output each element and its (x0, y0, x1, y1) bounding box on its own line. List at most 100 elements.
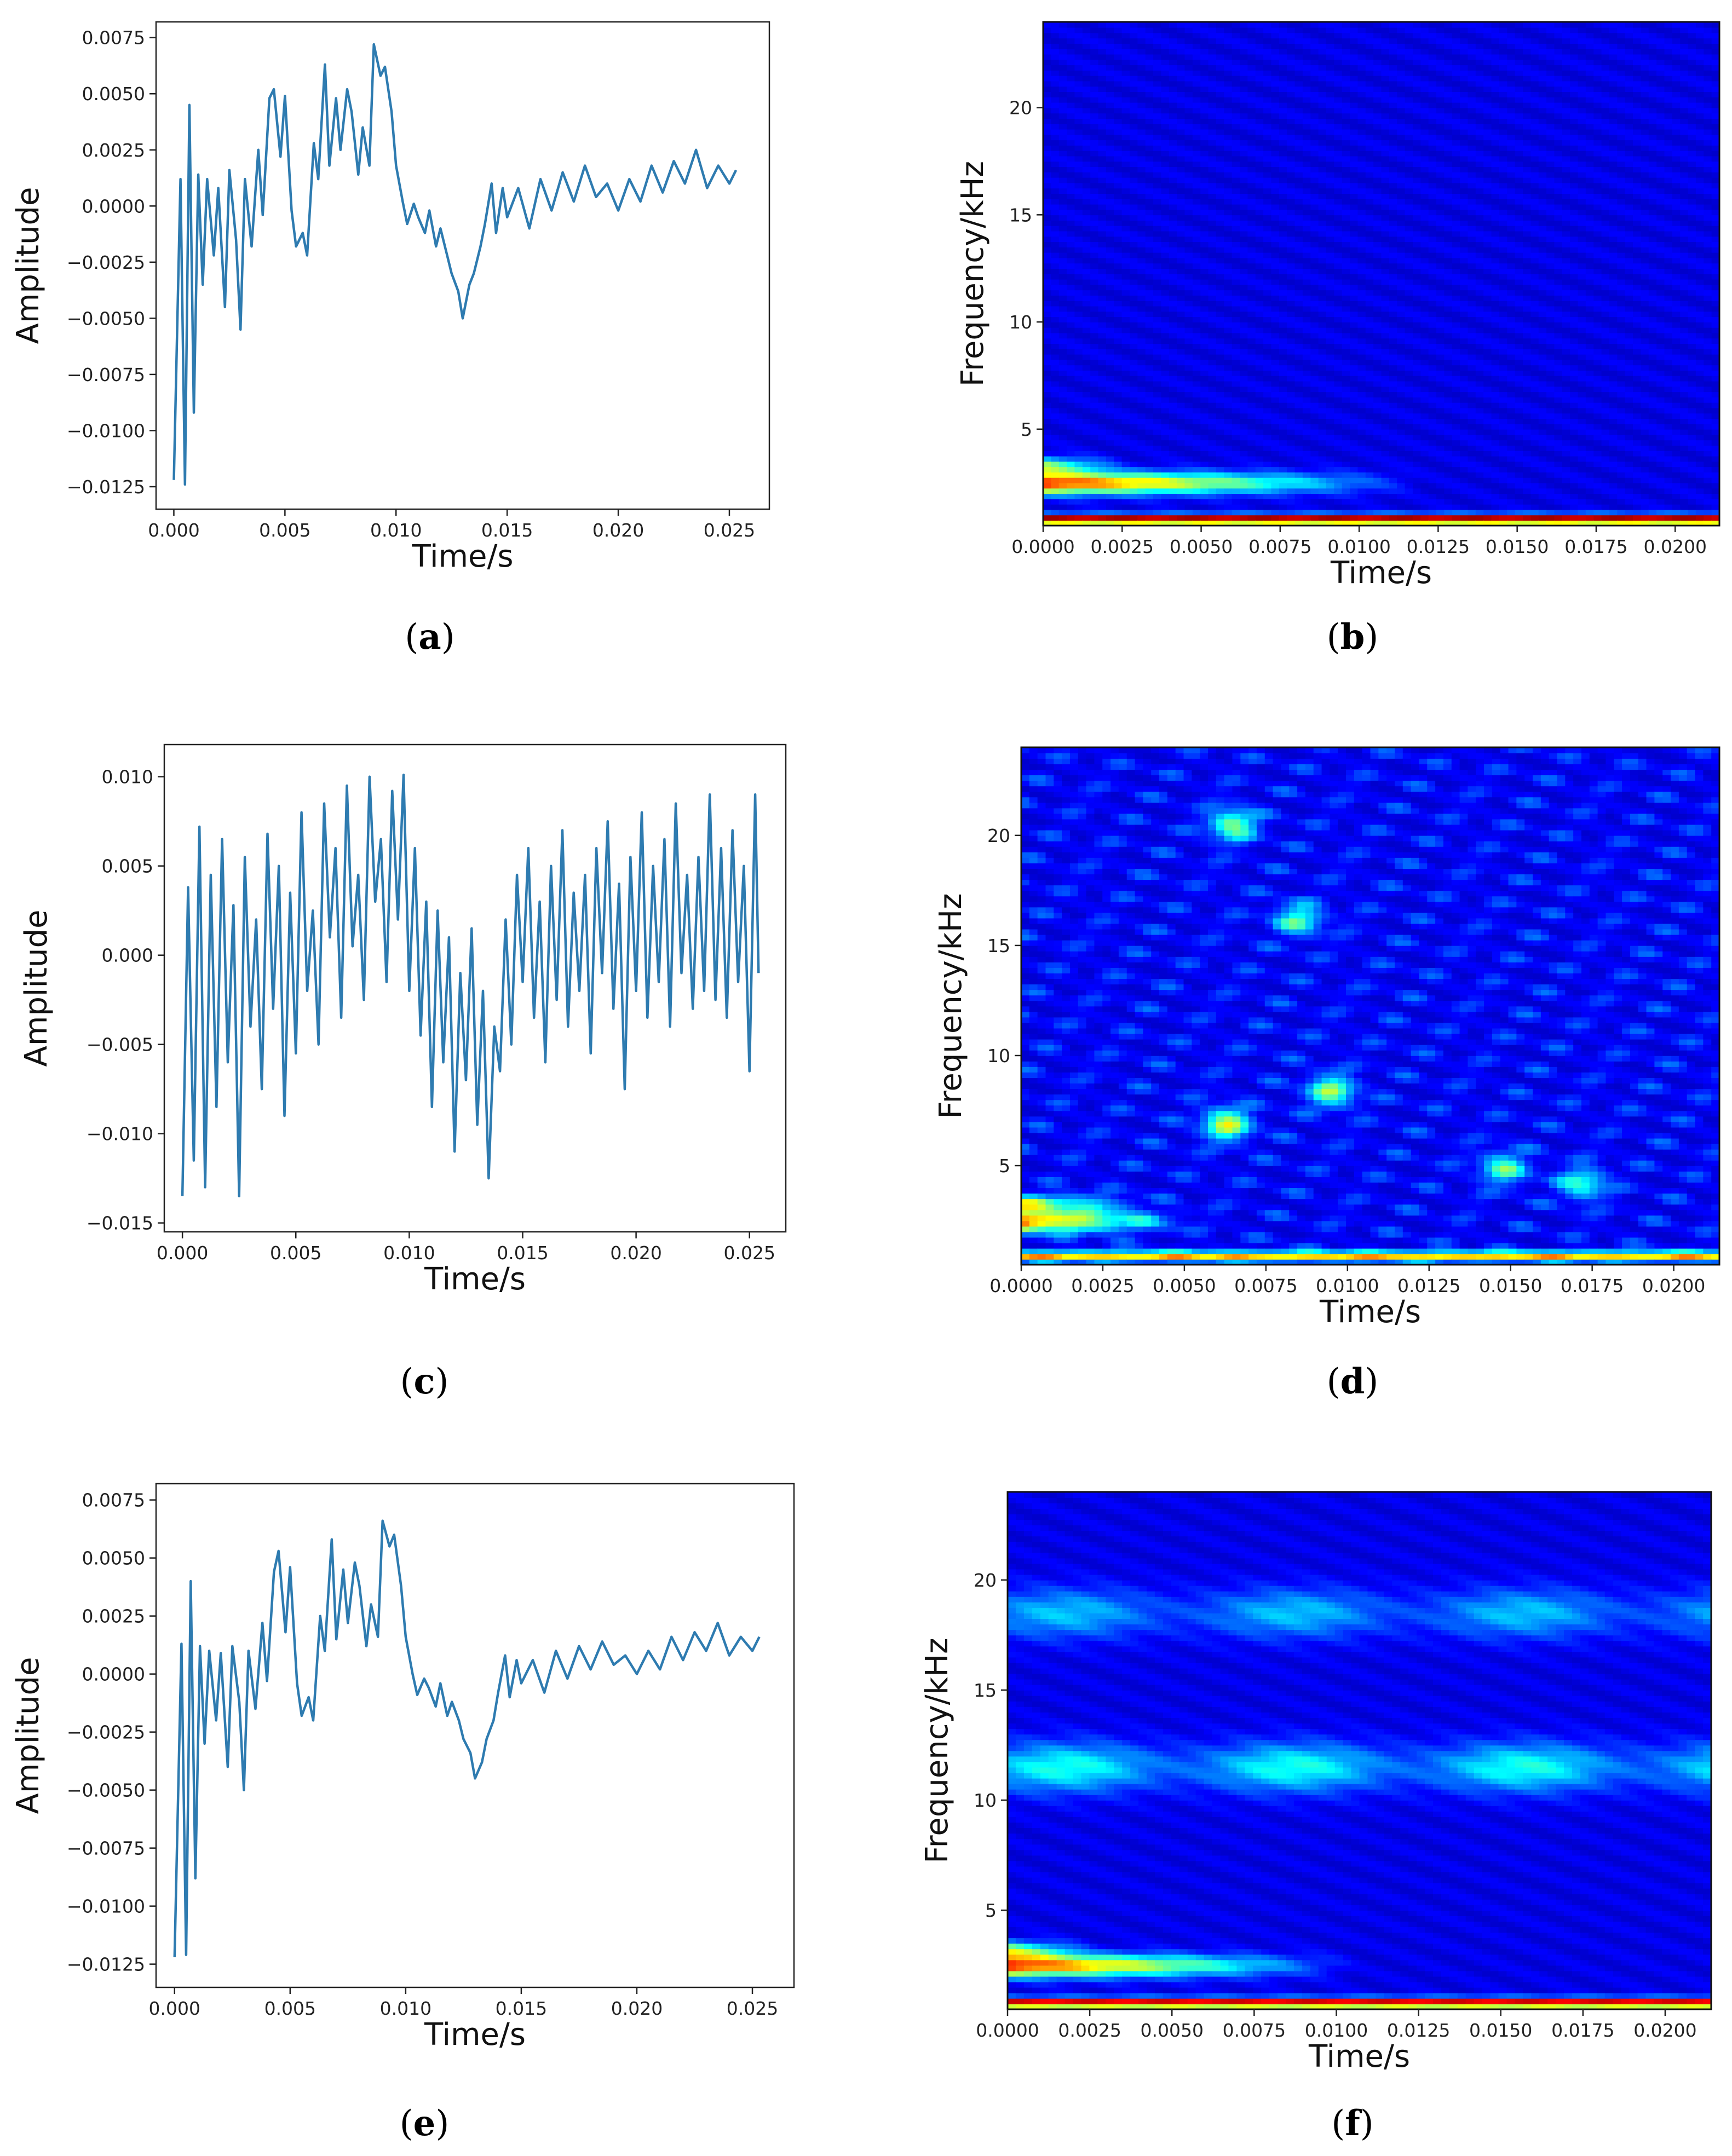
heatmap-cell (1208, 166, 1217, 172)
heatmap-cell (1357, 161, 1366, 168)
heatmap-cell (1310, 172, 1319, 178)
heatmap-cell (1106, 268, 1115, 274)
heatmap-cell (1247, 102, 1256, 108)
heatmap-cell (1145, 413, 1154, 419)
heatmap-cell (1082, 118, 1091, 124)
heatmap-cell (1326, 97, 1335, 103)
heatmap-cell (1444, 107, 1453, 114)
heatmap-cell (1271, 155, 1280, 162)
heatmap-cell (1177, 123, 1186, 130)
heatmap-cell (1043, 59, 1052, 66)
heatmap-cell (1326, 172, 1335, 178)
heatmap-cell (1129, 316, 1138, 322)
heatmap-cell (1452, 349, 1460, 355)
heatmap-cell (1350, 290, 1359, 296)
heatmap-cell (1137, 123, 1146, 130)
heatmap-cell (1058, 407, 1067, 414)
heatmap-cell (1405, 418, 1413, 424)
heatmap-cell (1192, 402, 1201, 408)
heatmap-cell (1090, 338, 1099, 344)
heatmap-cell (1373, 91, 1382, 97)
heatmap-cell (1137, 418, 1146, 424)
heatmap-cell (1389, 198, 1398, 205)
heatmap-cell (1184, 375, 1193, 382)
heatmap-cell (1082, 450, 1091, 457)
heatmap-cell (1389, 274, 1398, 280)
heatmap-cell (1161, 129, 1170, 135)
heatmap-cell (1287, 145, 1296, 151)
heatmap-cell (1240, 504, 1248, 510)
heatmap-cell (1082, 54, 1091, 60)
heatmap-cell (1342, 215, 1350, 221)
heatmap-cell (1318, 107, 1327, 114)
heatmap-cell (1208, 145, 1217, 151)
heatmap-cell (1389, 316, 1398, 322)
heatmap-cell (1279, 472, 1287, 478)
heatmap-cell (1263, 402, 1272, 408)
heatmap-cell (1192, 241, 1201, 247)
heatmap-cell (1365, 38, 1374, 44)
heatmap-cell (1342, 48, 1350, 55)
heatmap-cell (1247, 375, 1256, 382)
heatmap-cell (1436, 375, 1445, 382)
heatmap-cell (1114, 311, 1123, 318)
heatmap-cell (1271, 172, 1280, 178)
heatmap-cell (1137, 113, 1146, 119)
heatmap-cell (1208, 305, 1217, 312)
heatmap-cell (1216, 129, 1225, 135)
heatmap-cell (1240, 434, 1248, 441)
heatmap-cell (1208, 477, 1217, 483)
heatmap-cell (1240, 177, 1248, 183)
heatmap-cell (1271, 327, 1280, 333)
heatmap-cell (1412, 365, 1422, 371)
heatmap-cell (1137, 155, 1146, 162)
heatmap-cell (1208, 284, 1217, 291)
heatmap-cell (1129, 177, 1138, 183)
heatmap-cell (1137, 48, 1146, 55)
heatmap-cell (1294, 182, 1303, 189)
heatmap-cell (1310, 515, 1319, 521)
heatmap-cell (1058, 215, 1067, 221)
heatmap-cell (1247, 386, 1256, 393)
heatmap-cell (1247, 418, 1256, 424)
heatmap-cell (1271, 365, 1280, 371)
heatmap-cell (1114, 102, 1123, 108)
heatmap-cell (1208, 515, 1217, 521)
heatmap-cell (1058, 370, 1067, 376)
heatmap-cell (1263, 354, 1272, 360)
heatmap-cell (1444, 220, 1453, 226)
heatmap-cell (1389, 488, 1398, 494)
heatmap-cell (1294, 327, 1303, 333)
heatmap-cell (1074, 365, 1083, 371)
heatmap-cell (1074, 381, 1083, 387)
heatmap-cell (1412, 177, 1422, 183)
heatmap-cell (1169, 322, 1177, 328)
heatmap-cell (1051, 123, 1060, 130)
heatmap-cell (1397, 247, 1406, 253)
heatmap-cell (1082, 279, 1091, 285)
heatmap-cell (1137, 402, 1146, 408)
heatmap-cell (1357, 193, 1366, 199)
heatmap-cell (1279, 477, 1287, 483)
heatmap-cell (1294, 220, 1303, 226)
heatmap-cell (1350, 477, 1359, 483)
heatmap-cell (1452, 445, 1460, 451)
heatmap-cell (1452, 305, 1460, 312)
heatmap-cell (1161, 504, 1170, 510)
heatmap-cell (1161, 413, 1170, 419)
heatmap-cell (1381, 504, 1390, 510)
heatmap-cell (1389, 407, 1398, 414)
heatmap-cell (1255, 456, 1264, 462)
heatmap-cell (1114, 434, 1123, 441)
heatmap-cell (1310, 97, 1319, 103)
heatmap-cell (1098, 279, 1107, 285)
heatmap-cell (1287, 118, 1296, 124)
heatmap-cell (1302, 520, 1311, 526)
heatmap-cell (1161, 182, 1170, 189)
heatmap-cell (1153, 140, 1162, 146)
heatmap-cell (1216, 461, 1225, 468)
heatmap-cell (1216, 349, 1225, 355)
heatmap-cell (1177, 70, 1186, 76)
heatmap-cell (1121, 86, 1130, 93)
heatmap-cell (1405, 440, 1413, 446)
